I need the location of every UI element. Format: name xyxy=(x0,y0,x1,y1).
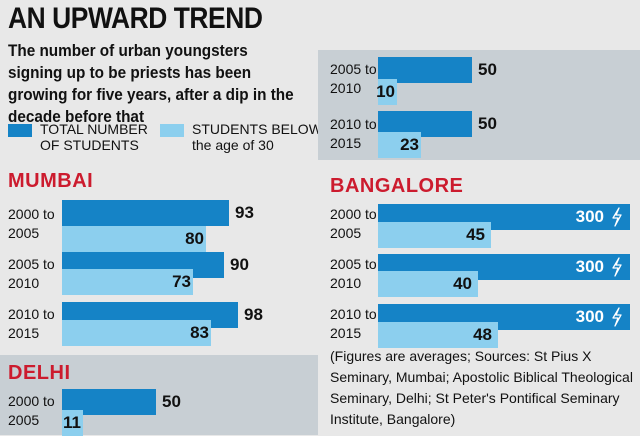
lightning-bolt-icon xyxy=(612,207,622,227)
period-label: 2005 to xyxy=(8,256,55,272)
delhi-panel-bottom xyxy=(0,355,318,435)
bar-young xyxy=(378,79,397,105)
legend-young-line2: the age of 30 xyxy=(192,137,274,153)
value-label-young: 80 xyxy=(185,229,204,248)
page-title: AN UPWARD TREND xyxy=(8,2,263,35)
delhi-panel-top xyxy=(318,50,640,160)
period-label: 2005 xyxy=(8,225,40,241)
value-label-total: 300 xyxy=(575,207,604,226)
value-label-total: 50 xyxy=(478,114,497,133)
value-label-total: 300 xyxy=(575,257,604,276)
value-label-total: 300 xyxy=(575,307,604,326)
bar-young xyxy=(62,226,206,252)
period-label: 2015 xyxy=(330,325,362,341)
period-label: 2010 to xyxy=(330,116,377,132)
period-label: 2000 to xyxy=(8,393,55,409)
legend-swatch-young xyxy=(160,124,184,137)
period-label: 2005 xyxy=(330,225,362,241)
value-label-young: 40 xyxy=(453,274,472,293)
legend-young-line1: STUDENTS BELOW xyxy=(192,121,322,137)
bar-young xyxy=(378,322,498,348)
bar-total xyxy=(62,200,229,226)
city-title-bangalore: BANGALORE xyxy=(330,175,464,197)
period-label: 2010 xyxy=(330,275,362,291)
period-label: 2005 to xyxy=(330,61,377,77)
period-label: 2000 to xyxy=(8,206,55,222)
period-label: 2010 to xyxy=(8,306,55,322)
subtitle: The number of urban youngsters signing u… xyxy=(8,41,294,126)
period-label: 2015 xyxy=(330,135,362,151)
value-label-young: 23 xyxy=(400,135,419,154)
value-label-total: 50 xyxy=(478,60,497,79)
period-label: 2010 xyxy=(330,80,362,96)
value-label-young: 48 xyxy=(473,325,492,344)
city-title-mumbai: MUMBAI xyxy=(8,170,94,192)
bar-young xyxy=(62,269,193,295)
lightning-bolt-icon xyxy=(612,257,622,277)
legend-total-line2: OF STUDENTS xyxy=(40,137,139,153)
value-label-young: 11 xyxy=(63,413,81,432)
value-label-total: 50 xyxy=(162,392,181,411)
period-label: 2015 xyxy=(8,325,40,341)
bar-young xyxy=(62,320,211,346)
bar-young xyxy=(62,410,83,436)
bar-young xyxy=(378,271,478,297)
legend-label-young: STUDENTS BELOW the age of 30 xyxy=(192,121,322,153)
value-label-total: 90 xyxy=(230,255,249,274)
period-label: 2000 to xyxy=(330,206,377,222)
source-note: (Figures are averages; Sources: St Pius … xyxy=(330,348,633,427)
period-label: 2005 xyxy=(8,412,40,428)
value-label-total: 98 xyxy=(244,305,263,324)
period-label: 2010 xyxy=(8,275,40,291)
period-label: 2005 to xyxy=(330,256,377,272)
legend-label-total: TOTAL NUMBER OF STUDENTS xyxy=(40,121,148,153)
value-label-young: 10 xyxy=(376,82,395,101)
value-label-total: 93 xyxy=(235,203,254,222)
value-label-young: 83 xyxy=(190,323,209,342)
lightning-bolt-icon xyxy=(612,307,622,327)
legend-total-line1: TOTAL NUMBER xyxy=(40,121,148,137)
legend-swatch-total xyxy=(8,124,32,137)
bar-young xyxy=(378,222,491,248)
bar-total xyxy=(378,57,472,83)
value-label-young: 45 xyxy=(466,225,485,244)
city-title-delhi: DELHI xyxy=(8,362,71,384)
value-label-young: 73 xyxy=(172,272,191,291)
bar-young xyxy=(378,132,421,158)
period-label: 2010 to xyxy=(330,306,377,322)
